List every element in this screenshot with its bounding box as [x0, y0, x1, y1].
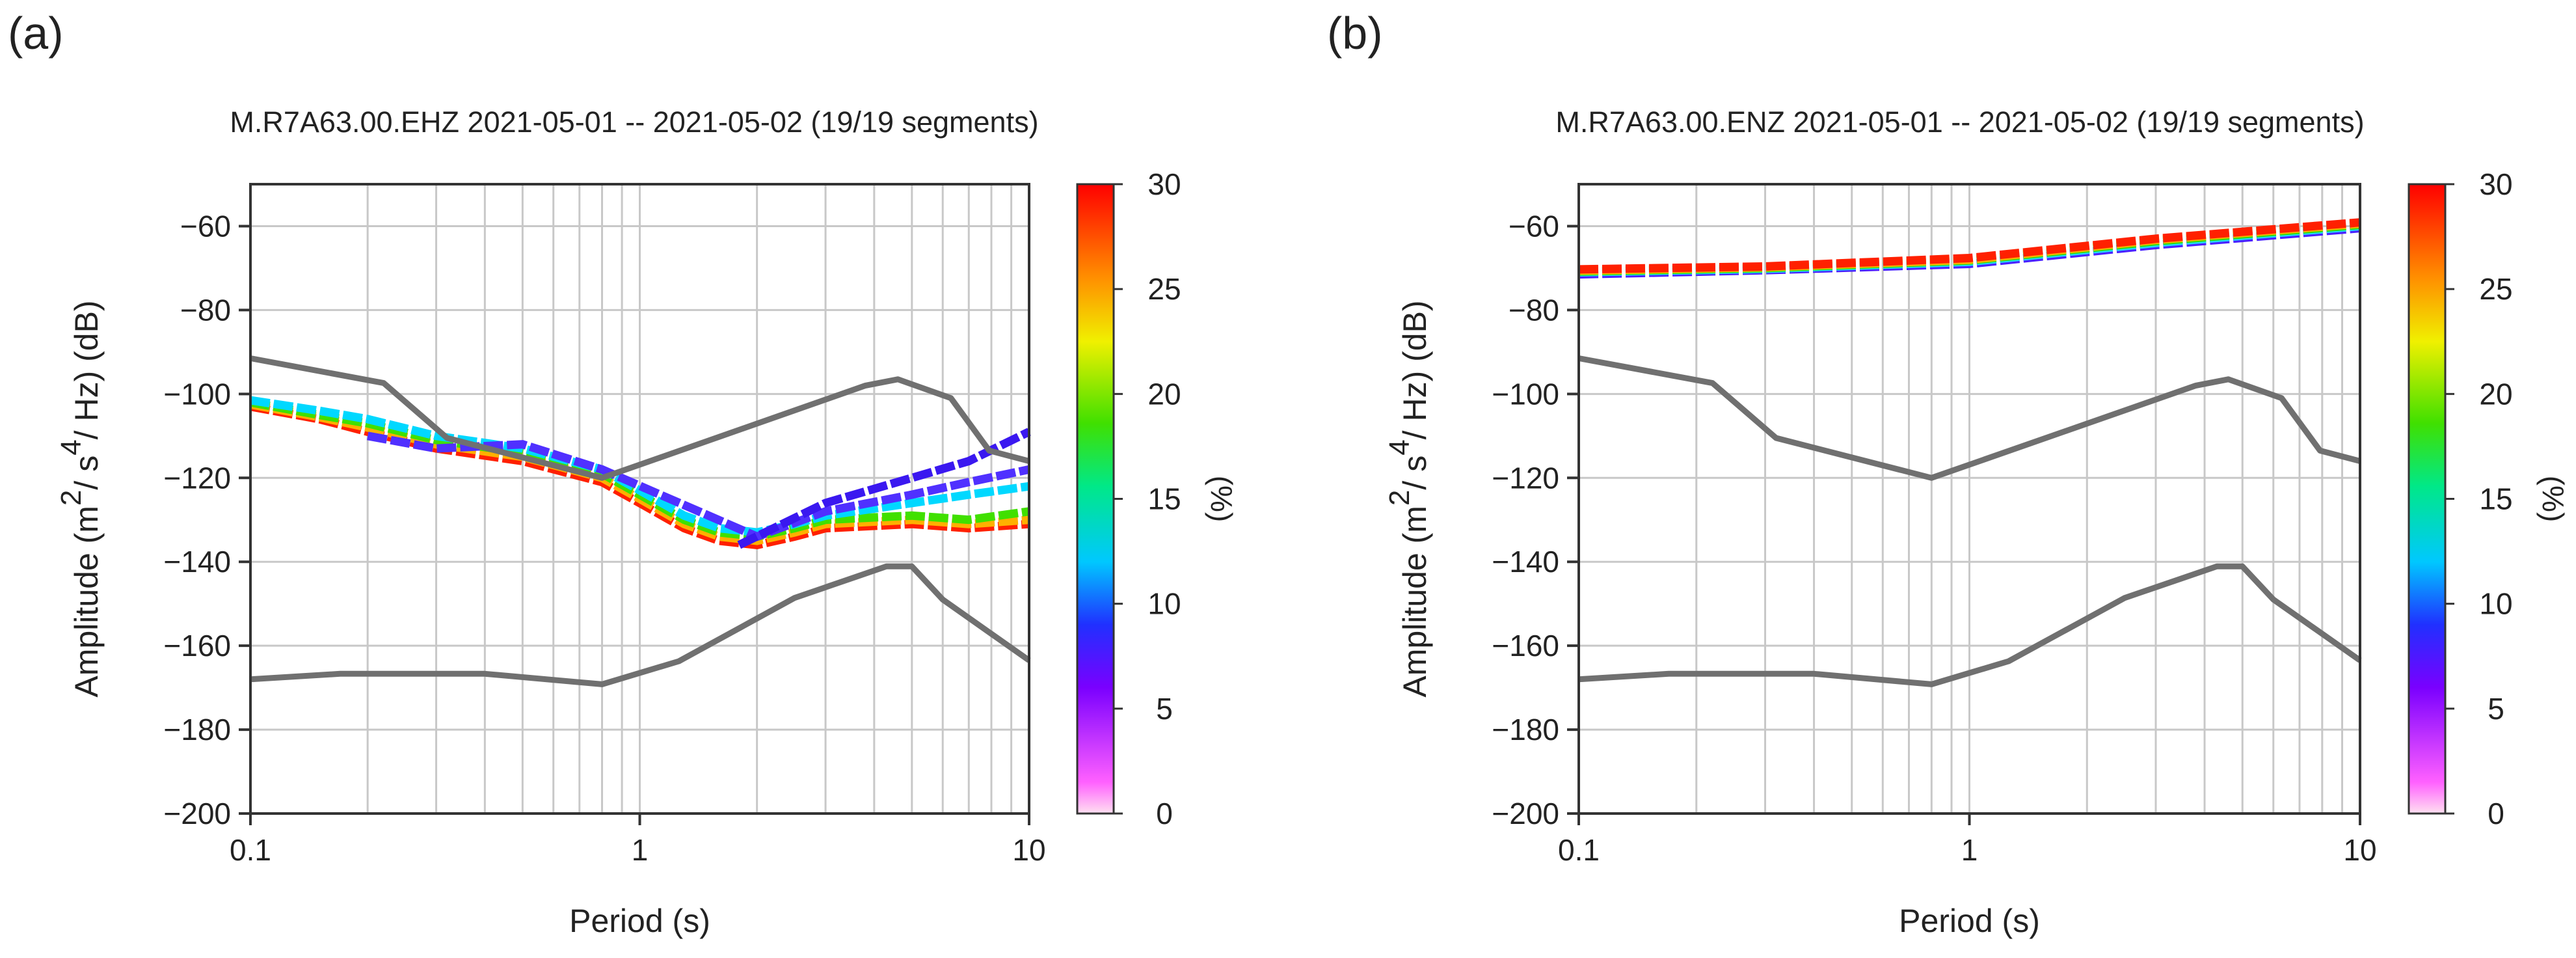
- colorbar-tick-label: 20: [2479, 377, 2512, 411]
- x-tick-label: 1: [632, 833, 649, 867]
- x-axis-title: Period (s): [1899, 903, 2040, 939]
- y-axis-title-part: / s: [68, 456, 105, 490]
- y-tick-label: −180: [1492, 713, 1559, 746]
- y-axis-title-part: / s: [1397, 456, 1433, 490]
- colorbar: 0 5 10 15 20 25 30 (%): [2408, 167, 2570, 830]
- colorbar-tick-label: 15: [1147, 482, 1181, 516]
- y-tick-label: −60: [180, 209, 231, 243]
- x-tick-label: 10: [2343, 833, 2376, 867]
- colorbar-tick-label: 20: [1147, 377, 1181, 411]
- x-tick-label: 0.1: [1558, 833, 1600, 867]
- colorbar-gradient: [1076, 183, 1115, 815]
- colorbar-unit-label: (%): [2536, 476, 2570, 523]
- colorbar-tick-label: 0: [2488, 797, 2504, 830]
- y-axis: −60 −80 −100 −120 −140 −160 −180 −200: [163, 209, 250, 830]
- panel-label: (b): [1327, 8, 1383, 59]
- noise-model-line: [1578, 355, 2361, 481]
- y-tick-label: −80: [1509, 293, 1559, 327]
- y-tick-label: −120: [163, 461, 231, 495]
- ppsd-trace: [367, 431, 1030, 541]
- x-tick-label: 0.1: [230, 833, 271, 867]
- y-axis: −60 −80 −100 −120 −140 −160 −180 −200: [1492, 209, 1579, 830]
- x-axis: 0.1 1 10: [1558, 814, 2377, 867]
- y-axis-title-part: / Hz) (dB): [68, 300, 105, 439]
- x-axis: 0.1 1 10: [230, 814, 1046, 867]
- colorbar-tick-label: 25: [1147, 272, 1181, 306]
- noise-model-line: [1578, 563, 2362, 687]
- ppsd-traces: [249, 396, 1031, 549]
- x-tick-label: 10: [1012, 833, 1045, 867]
- ppsd-trace: [250, 396, 1030, 537]
- y-axis-title-part: Amplitude (m: [1397, 506, 1433, 698]
- ppsd-trace: [1578, 218, 2361, 274]
- noise-models: [1578, 355, 2362, 687]
- chart-title: M.R7A63.00.EHZ 2021-05-01 -- 2021-05-02 …: [230, 105, 1038, 139]
- y-tick-label: −180: [163, 713, 231, 746]
- y-axis-title-part: 2: [55, 490, 87, 506]
- chart-panel-a: (a) M.R7A63.00.EHZ 2021-05-01 -- 2021-05-…: [8, 8, 1239, 939]
- y-tick-label: −60: [1509, 209, 1559, 243]
- colorbar: 0 5 10 15 20 25 30 (%): [1076, 167, 1239, 830]
- y-axis-title: Amplitude (m2/ s4/ Hz) (dB): [1384, 300, 1433, 697]
- chart-title: M.R7A63.00.ENZ 2021-05-01 -- 2021-05-02 …: [1555, 105, 2364, 139]
- colorbar-tick-label: 0: [1156, 797, 1173, 830]
- y-tick-label: −100: [163, 377, 231, 411]
- colorbar-tick-label: 30: [1147, 167, 1181, 201]
- y-tick-label: −200: [1492, 797, 1559, 830]
- y-tick-label: −160: [163, 629, 231, 663]
- panel-label: (a): [8, 8, 64, 59]
- y-tick-label: −140: [1492, 545, 1559, 579]
- y-tick-label: −200: [163, 797, 231, 830]
- y-tick-label: −80: [180, 293, 231, 327]
- colorbar-tick-label: 5: [2488, 692, 2504, 726]
- y-axis-title-part: 4: [1384, 439, 1415, 455]
- y-axis-title-part: / Hz) (dB): [1397, 300, 1433, 439]
- y-tick-label: −100: [1492, 377, 1559, 411]
- colorbar-unit-label: (%): [1205, 476, 1239, 523]
- y-tick-label: −140: [163, 545, 231, 579]
- y-axis-title: Amplitude (m2/ s4/ Hz) (dB): [55, 300, 105, 697]
- noise-model-line: [250, 355, 1030, 481]
- colorbar-gradient: [2408, 183, 2447, 815]
- y-tick-label: −160: [1492, 629, 1559, 663]
- noise-models: [250, 355, 1031, 687]
- y-axis-title-part: Amplitude (m: [68, 506, 105, 698]
- y-axis-title-part: 4: [55, 439, 87, 455]
- x-axis-title: Period (s): [569, 903, 710, 939]
- x-tick-label: 1: [1961, 833, 1978, 867]
- colorbar-tick-label: 30: [2479, 167, 2512, 201]
- ppsd-traces: [1578, 218, 2361, 279]
- noise-model-line: [250, 563, 1031, 687]
- colorbar-tick-label: 25: [2479, 272, 2512, 306]
- grid: [1577, 184, 2360, 815]
- colorbar-tick-label: 15: [2479, 482, 2512, 516]
- colorbar-tick-label: 10: [1147, 587, 1181, 621]
- y-axis-title-part: 2: [1384, 490, 1415, 506]
- chart-panel-b: (b) M.R7A63.00.ENZ 2021-05-01 -- 2021-05-…: [1327, 8, 2570, 939]
- colorbar-tick-label: 5: [1156, 692, 1173, 726]
- y-tick-label: −120: [1492, 461, 1559, 495]
- colorbar-tick-label: 10: [2479, 587, 2512, 621]
